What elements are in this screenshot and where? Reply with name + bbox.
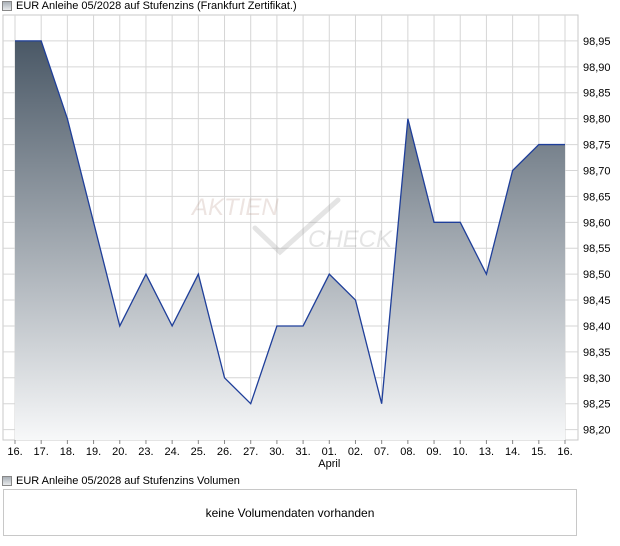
y-tick-label: 98,95 (583, 36, 611, 48)
month-label: April (318, 458, 340, 470)
x-tick-label: 20. (112, 446, 127, 458)
x-tick-label: 16. (7, 446, 22, 458)
x-tick-label: 14. (505, 446, 520, 458)
x-tick-label: 25. (191, 446, 206, 458)
price-legend-swatch (2, 1, 12, 11)
volume-empty-message: keine Volumendaten vorhanden (205, 505, 375, 520)
y-tick-label: 98,40 (583, 321, 611, 333)
y-tick-label: 98,80 (583, 114, 611, 126)
x-tick-label: 13. (479, 446, 494, 458)
y-tick-label: 98,45 (583, 295, 611, 307)
x-tick-label: 17. (34, 446, 49, 458)
x-tick-label: 19. (86, 446, 101, 458)
x-tick-label: 16. (557, 446, 572, 458)
volume-legend-swatch (2, 476, 12, 486)
price-chart: AKTIEN CHECK 98,2098,2598,3098,3598,4098… (2, 14, 611, 470)
x-tick-label: 09. (426, 446, 441, 458)
y-tick-label: 98,90 (583, 62, 611, 74)
x-tick-label: 27. (243, 446, 258, 458)
price-area-fill (15, 40, 565, 440)
x-tick-label: 07. (374, 446, 389, 458)
price-legend-label: EUR Anleihe 05/2028 auf Stufenzins (Fran… (16, 0, 297, 12)
x-tick-label: 24. (164, 446, 179, 458)
y-tick-label: 98,25 (583, 399, 611, 411)
y-tick-label: 98,30 (583, 373, 611, 385)
volume-legend: EUR Anleihe 05/2028 auf Stufenzins Volum… (2, 475, 240, 487)
y-axis-labels: 98,20 98,25 98,30 98,35 98,40 98,45 98,50 98,55… (583, 36, 611, 437)
y-tick-label: 98,75 (583, 140, 611, 152)
x-tick-label: 10. (453, 446, 468, 458)
y-tick-label: 98,70 (583, 165, 611, 177)
volume-legend-label: EUR Anleihe 05/2028 auf Stufenzins Volum… (16, 475, 240, 487)
y-tick-label: 98,35 (583, 347, 611, 359)
watermark-text-aktien: AKTIEN (190, 194, 279, 221)
y-tick-label: 98,55 (583, 243, 611, 255)
x-tick-label: 18. (60, 446, 75, 458)
volume-panel: keine Volumendaten vorhanden (3, 489, 577, 536)
x-tick-label: 31. (295, 446, 310, 458)
checkmark-icon (252, 197, 341, 256)
x-tick-label: 01. (322, 446, 337, 458)
watermark-logo: AKTIEN CHECK (190, 194, 393, 256)
price-line (15, 40, 565, 405)
y-tick-label: 98,20 (583, 425, 611, 437)
x-tick-label: 23. (138, 446, 153, 458)
x-tick-label: 26. (217, 446, 232, 458)
x-tick-label: 30. (269, 446, 284, 458)
watermark-text-check: CHECK (308, 226, 393, 253)
x-tick-label: 08. (400, 446, 415, 458)
y-tick-label: 98,65 (583, 191, 611, 203)
price-legend: EUR Anleihe 05/2028 auf Stufenzins (Fran… (2, 0, 297, 12)
x-tick-label: 15. (531, 446, 546, 458)
x-tick-label: 02. (348, 446, 363, 458)
y-tick-label: 98,50 (583, 269, 611, 281)
y-tick-label: 98,85 (583, 88, 611, 100)
x-axis-labels: 16. 17. 18. 19. 20. 23. 24. 25. 26. 27. 30. 31. 01. 0… (7, 446, 572, 470)
y-tick-label: 98,60 (583, 217, 611, 229)
